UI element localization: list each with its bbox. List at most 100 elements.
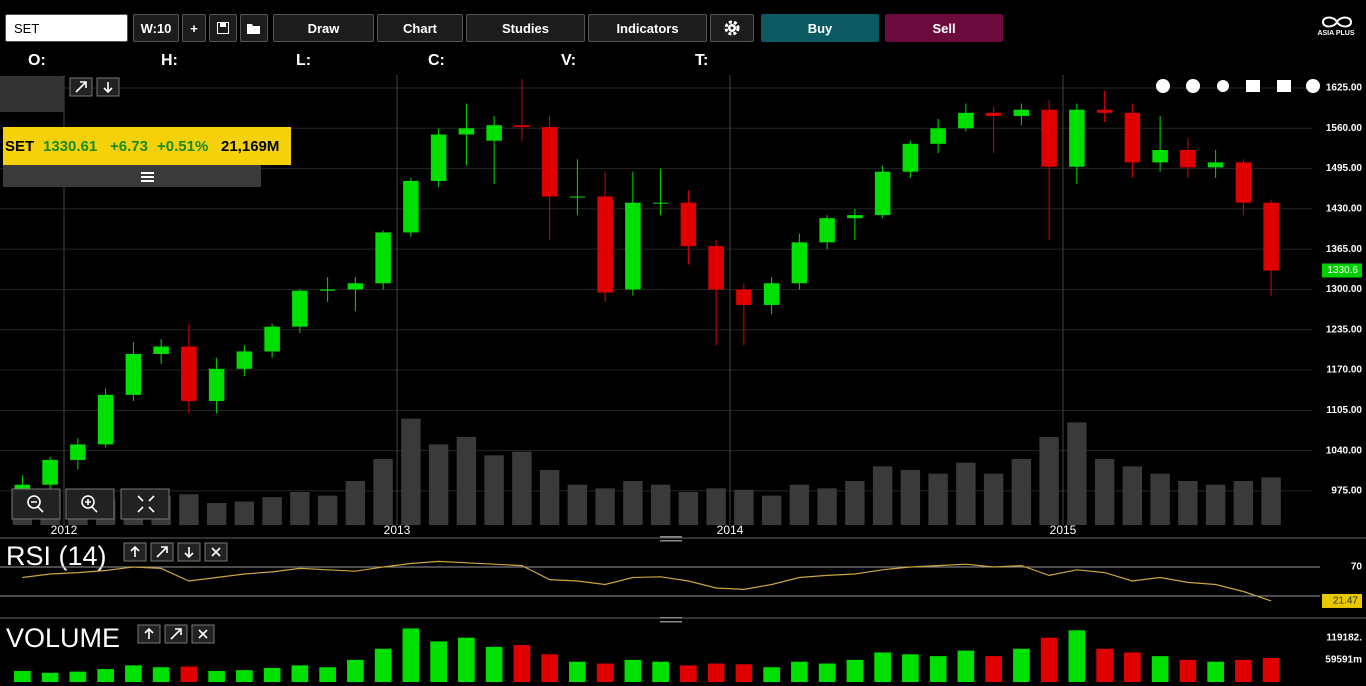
candle-body: [430, 134, 447, 181]
volume-overlay-bar: [595, 488, 615, 525]
chart-button[interactable]: Chart: [377, 14, 463, 42]
volume-bar: [430, 641, 447, 682]
x-tick-label: 2015: [1050, 523, 1077, 537]
volume-overlay-bar: [900, 470, 921, 525]
volume-overlay-bar: [1094, 459, 1115, 525]
candle-body: [125, 353, 142, 395]
quote-volume: 21,169M: [221, 138, 279, 155]
title-box: [0, 76, 64, 112]
volume-bar: [319, 667, 336, 682]
volume-overlay-bar: [1150, 473, 1170, 525]
quote-last: 1330.61: [43, 138, 97, 155]
volume-bar: [485, 646, 503, 682]
candle-body: [403, 180, 419, 233]
sell-button[interactable]: Sell: [885, 14, 1003, 42]
candle-body: [42, 459, 58, 485]
add-button[interactable]: +: [182, 14, 206, 42]
volume-bar: [763, 667, 780, 682]
save-button[interactable]: [209, 14, 237, 42]
candle-body: [1180, 150, 1196, 168]
quote-change-pct: +0.51%: [157, 138, 208, 155]
volume-overlay-bar: [734, 489, 754, 525]
volume-bar: [236, 670, 253, 682]
volume-bar: [1124, 652, 1141, 682]
ohlc-label: V:: [561, 52, 577, 69]
button-icons: [27, 81, 221, 640]
open-button[interactable]: [240, 14, 268, 42]
quote-menu-bar[interactable]: [3, 165, 261, 187]
candle-body: [514, 125, 530, 128]
candle-body: [153, 346, 169, 354]
last-value-label: 21.47: [1333, 596, 1358, 607]
volume-bar: [1207, 661, 1224, 682]
volume-bar: [263, 667, 281, 682]
volume-overlay-bar: [956, 462, 976, 525]
candle-body: [930, 128, 946, 144]
volume-bar: [680, 665, 697, 682]
volume-bar: [624, 659, 642, 682]
volume-bar: [1151, 656, 1169, 682]
volume-bar: [874, 652, 891, 682]
candle-body: [1235, 162, 1252, 203]
volume-overlay-bar: [928, 473, 948, 525]
volume-overlay-bar: [290, 492, 310, 525]
last-value-label: 1330.6: [1327, 265, 1358, 276]
ohlc-label: C:: [428, 52, 445, 69]
settings-button[interactable]: [710, 14, 754, 42]
y-tick-label: 1495.00: [1326, 163, 1363, 174]
volume-bar: [707, 663, 725, 682]
volume-bar: [596, 663, 614, 682]
indicators-button[interactable]: Indicators: [588, 14, 707, 42]
logo-mark: [1321, 16, 1353, 28]
symbol-input[interactable]: SET: [5, 14, 128, 42]
x-tick-label: 2012: [51, 523, 78, 537]
volume-bar: [1262, 657, 1280, 682]
candle-body: [292, 290, 308, 327]
volume-overlay-bar: [1233, 481, 1254, 525]
volume-bar: [735, 664, 753, 682]
y-tick-label: 1430.00: [1326, 204, 1363, 215]
buy-button[interactable]: Buy: [761, 14, 879, 42]
candle-body: [1069, 109, 1085, 167]
volume-bar: [929, 656, 947, 682]
draw-button[interactable]: Draw: [273, 14, 374, 42]
y-tick-label: 1105.00: [1326, 405, 1362, 416]
volume-overlay-bar: [845, 481, 865, 525]
volume-bar: [347, 659, 364, 682]
y-tick-label: 70: [1351, 562, 1363, 573]
candle-body: [1124, 112, 1141, 163]
volume-overlay-bar: [512, 451, 532, 525]
candle-body: [597, 196, 613, 293]
candle-body: [486, 125, 502, 141]
panel-buttons[interactable]: [11, 77, 228, 644]
y-tick-label: 975.00: [1331, 486, 1362, 497]
candle-body: [569, 196, 586, 198]
candle-body: [1013, 109, 1030, 116]
volume-bar: [652, 661, 669, 682]
volume-bar: [374, 648, 392, 682]
candle-body: [847, 215, 863, 219]
save-icon: [217, 22, 229, 34]
interval-button[interactable]: W:10: [133, 14, 179, 42]
volume-overlay-bar: [262, 497, 282, 525]
y-tick-label: 1235.00: [1326, 324, 1363, 335]
volume-bar: [69, 671, 87, 682]
candle-body: [1207, 162, 1224, 168]
studies-button[interactable]: Studies: [466, 14, 585, 42]
volume-overlay-bar: [1122, 466, 1143, 525]
volume-bar: [1235, 659, 1252, 682]
candle-body: [1096, 109, 1113, 113]
volume-bar: [1068, 630, 1086, 682]
volume-overlay-bar: [539, 470, 560, 525]
candle-body: [70, 444, 86, 460]
y-tick-label: 119182.: [1326, 633, 1362, 644]
volume-bar: [985, 656, 1002, 682]
quote-box: [3, 127, 291, 165]
chart-tools[interactable]: [1156, 79, 1320, 93]
volume-overlay-bar: [373, 459, 393, 525]
candle-body: [902, 143, 919, 172]
volume-bar: [1096, 648, 1113, 682]
candle-body: [181, 346, 197, 402]
volume-overlay-bar: [817, 488, 837, 525]
